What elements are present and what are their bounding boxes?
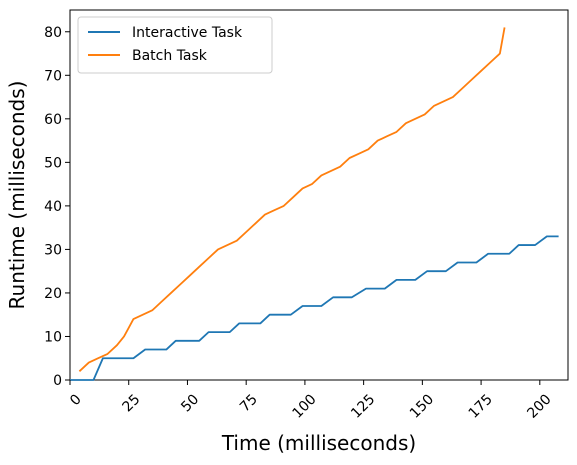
series-line-1 — [70, 235, 559, 381]
plot-frame — [69, 9, 569, 381]
y-tick-label: 80 — [44, 25, 62, 41]
legend-box — [77, 16, 273, 74]
y-tick-label: 50 — [44, 155, 62, 171]
y-tick-label: 60 — [44, 112, 62, 128]
x-tick-label: 200 — [524, 391, 554, 421]
x-tick-label: 150 — [407, 391, 437, 421]
y-tick-label: 10 — [44, 329, 62, 345]
series-line-2 — [78, 27, 506, 372]
x-tick-label: 50 — [178, 391, 202, 415]
y-tick-label: 20 — [44, 286, 62, 302]
y-axis-ticks: 0 10 20 30 40 50 60 70 80 — [44, 25, 70, 389]
x-tick-label: 25 — [120, 391, 144, 415]
legend-label-1: Interactive Task — [132, 25, 243, 41]
x-tick-label: 100 — [289, 391, 319, 421]
x-axis-label: Time (milliseconds) — [221, 431, 416, 455]
legend-label-2: Batch Task — [132, 48, 208, 64]
x-tick-label: 175 — [466, 391, 496, 421]
x-tick-label: 75 — [237, 391, 261, 415]
y-axis-label: Runtime (milliseconds) — [5, 81, 29, 310]
x-axis-ticks: 0 25 50 75 100 125 150 175 200 — [67, 380, 555, 422]
y-tick-label: 40 — [44, 199, 62, 215]
legend: Interactive Task Batch Task — [77, 16, 273, 74]
y-tick-label: 0 — [53, 373, 62, 389]
x-tick-label: 0 — [67, 391, 85, 409]
series-layer — [70, 27, 559, 381]
x-tick-label: 125 — [348, 391, 378, 421]
y-tick-label: 70 — [44, 68, 62, 84]
y-tick-label: 30 — [44, 242, 62, 258]
